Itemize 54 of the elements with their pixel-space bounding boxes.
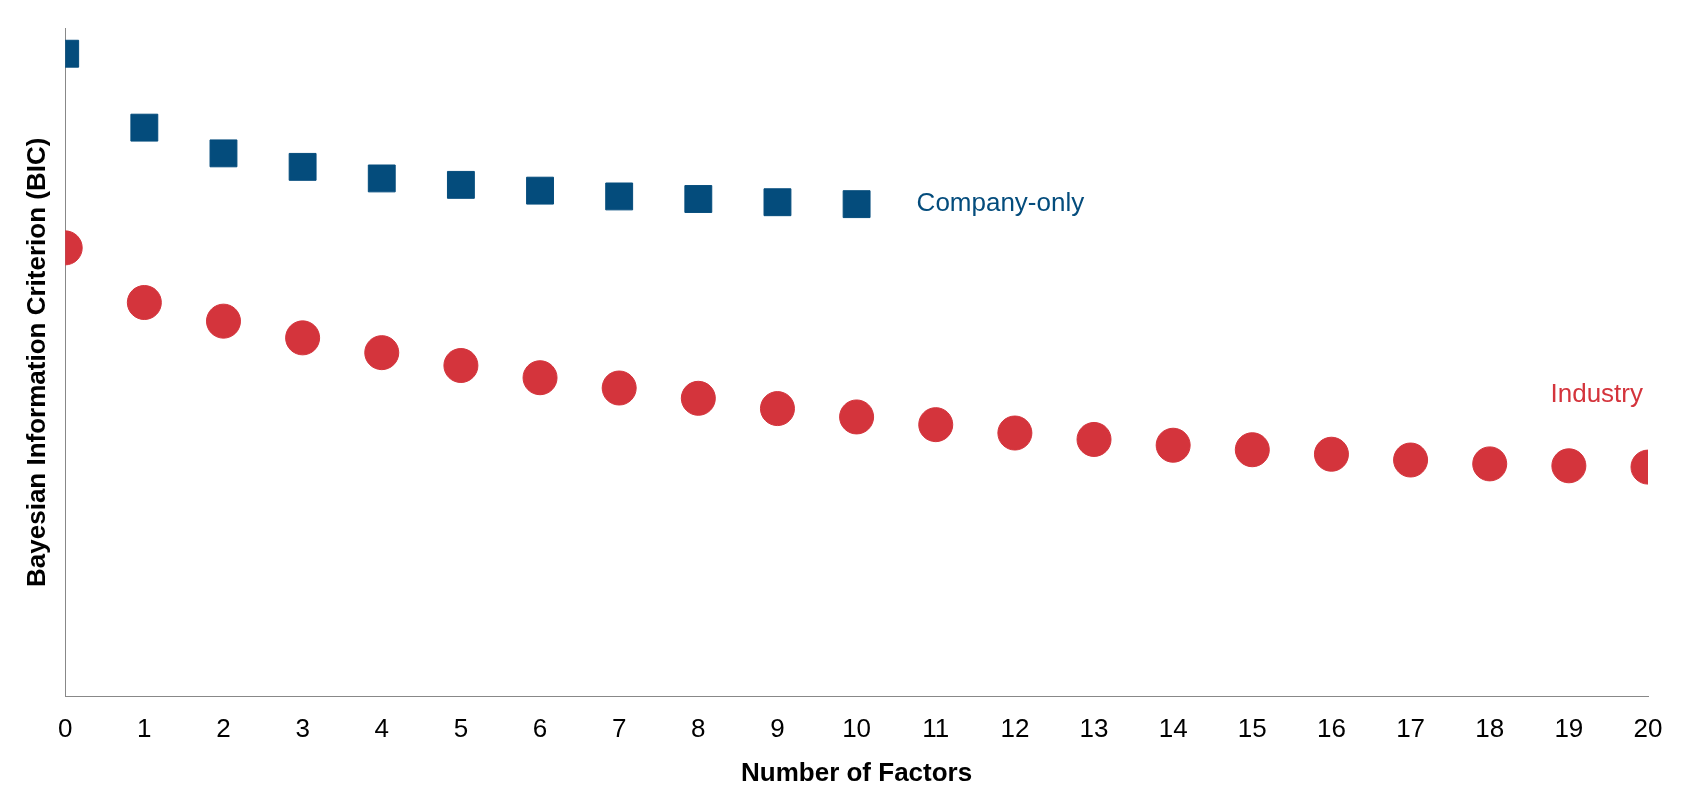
point xyxy=(526,176,554,205)
point xyxy=(130,113,159,142)
point xyxy=(1393,442,1429,478)
x-tick-label: 16 xyxy=(1316,713,1346,744)
point xyxy=(839,399,875,435)
point xyxy=(522,360,558,396)
point xyxy=(364,335,400,371)
point xyxy=(601,370,637,406)
point xyxy=(205,303,241,339)
x-tick-label: 11 xyxy=(922,713,950,744)
x-tick-label: 20 xyxy=(1633,713,1663,744)
x-tick-label: 19 xyxy=(1554,713,1584,744)
y-axis-title: Bayesian Information Criterion (BIC) xyxy=(20,137,51,587)
x-tick-label: 13 xyxy=(1079,713,1109,744)
point xyxy=(684,185,713,213)
x-tick-label: 1 xyxy=(137,713,152,744)
x-tick-label: 3 xyxy=(295,713,310,744)
x-tick-label: 10 xyxy=(842,713,872,744)
point xyxy=(918,407,954,443)
x-tick-label: 15 xyxy=(1237,713,1267,744)
point xyxy=(759,391,795,427)
x-tick-label: 9 xyxy=(770,713,785,744)
x-tick-label: 5 xyxy=(453,713,469,744)
point xyxy=(209,139,238,168)
point xyxy=(1313,436,1349,472)
x-tick-label: 7 xyxy=(611,713,627,744)
point xyxy=(763,188,792,217)
point xyxy=(288,152,317,181)
series-label: Industry xyxy=(1550,378,1643,409)
x-tick-label: 18 xyxy=(1475,713,1505,744)
point xyxy=(842,190,871,219)
point xyxy=(367,164,396,193)
point xyxy=(1155,427,1191,463)
x-axis-title: Number of Factors xyxy=(741,756,973,787)
x-tick-label: 0 xyxy=(57,713,73,744)
point xyxy=(997,415,1033,451)
series-label: Company-only xyxy=(916,187,1085,218)
point xyxy=(1551,448,1587,484)
point xyxy=(680,380,716,416)
x-tick-label: 17 xyxy=(1396,713,1426,744)
point xyxy=(1234,432,1270,468)
x-tick-label: 12 xyxy=(1000,713,1030,744)
x-tick-label: 8 xyxy=(691,713,706,744)
x-tick-label: 14 xyxy=(1158,713,1188,744)
point xyxy=(443,348,479,384)
x-tick-label: 4 xyxy=(374,713,389,744)
x-tick-label: 6 xyxy=(532,713,548,744)
x-tick-label: 2 xyxy=(216,713,231,744)
point xyxy=(1076,421,1112,457)
point xyxy=(605,182,634,211)
point xyxy=(1472,446,1508,482)
point xyxy=(285,320,321,356)
point xyxy=(126,285,162,321)
point xyxy=(446,170,475,199)
